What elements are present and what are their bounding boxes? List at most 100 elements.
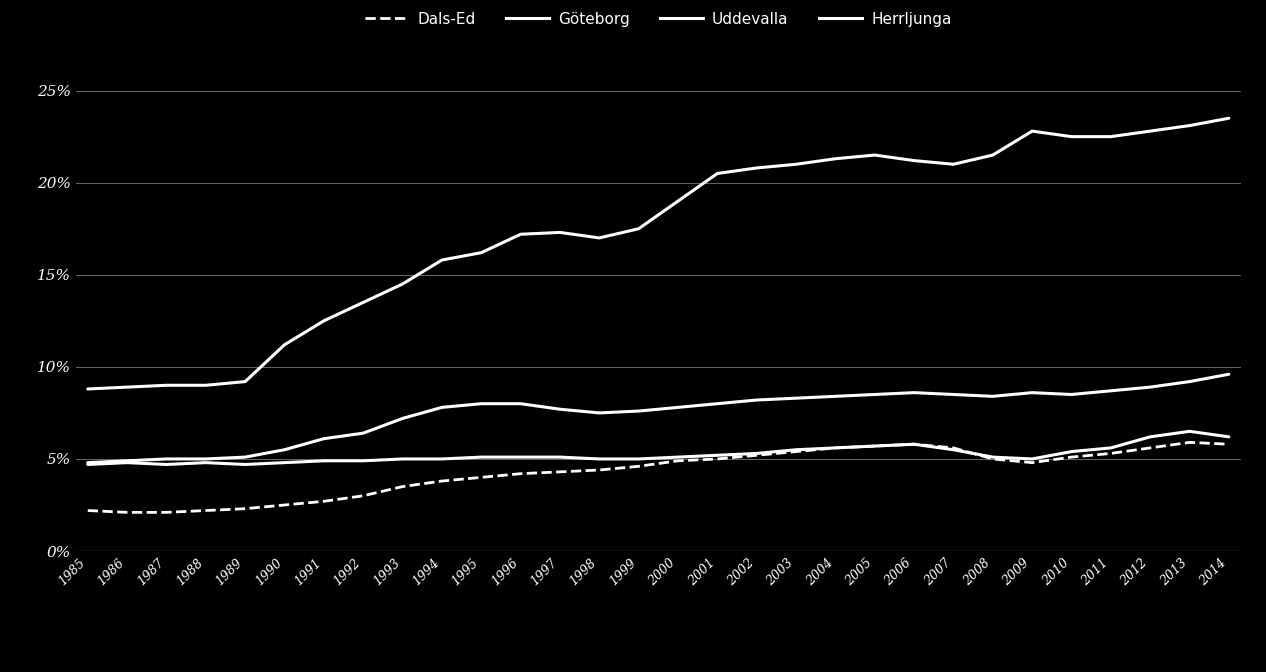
Göteborg	[749, 164, 765, 172]
Dals-Ed	[671, 457, 686, 465]
Herrljunga	[513, 453, 528, 461]
Uddevalla	[749, 396, 765, 404]
Göteborg	[1024, 127, 1039, 135]
Uddevalla	[119, 457, 134, 465]
Uddevalla	[946, 390, 961, 398]
Göteborg	[552, 228, 567, 237]
Dals-Ed	[434, 477, 449, 485]
Dals-Ed	[1024, 458, 1039, 466]
Dals-Ed	[473, 473, 489, 481]
Dals-Ed	[119, 508, 134, 516]
Uddevalla	[1143, 383, 1158, 391]
Göteborg	[316, 317, 332, 325]
Uddevalla	[1222, 370, 1237, 378]
Göteborg	[1222, 114, 1237, 122]
Herrljunga	[199, 458, 214, 466]
Uddevalla	[1182, 378, 1198, 386]
Herrljunga	[1182, 427, 1198, 435]
Uddevalla	[395, 415, 410, 423]
Dals-Ed	[277, 501, 292, 509]
Herrljunga	[710, 451, 725, 459]
Herrljunga	[630, 455, 646, 463]
Uddevalla	[867, 390, 882, 398]
Herrljunga	[395, 455, 410, 463]
Herrljunga	[473, 453, 489, 461]
Dals-Ed	[828, 444, 843, 452]
Göteborg	[906, 157, 922, 165]
Göteborg	[630, 224, 646, 233]
Dals-Ed	[1063, 453, 1079, 461]
Uddevalla	[158, 455, 173, 463]
Dals-Ed	[316, 497, 332, 505]
Herrljunga	[277, 458, 292, 466]
Herrljunga	[552, 453, 567, 461]
Herrljunga	[906, 440, 922, 448]
Uddevalla	[316, 435, 332, 443]
Herrljunga	[985, 453, 1000, 461]
Herrljunga	[828, 444, 843, 452]
Dals-Ed	[158, 508, 173, 516]
Herrljunga	[749, 450, 765, 458]
Dals-Ed	[906, 440, 922, 448]
Dals-Ed	[356, 492, 371, 500]
Dals-Ed	[80, 507, 95, 515]
Herrljunga	[238, 460, 253, 468]
Line: Dals-Ed: Dals-Ed	[87, 442, 1229, 512]
Uddevalla	[671, 403, 686, 411]
Herrljunga	[80, 460, 95, 468]
Uddevalla	[985, 392, 1000, 401]
Göteborg	[828, 155, 843, 163]
Dals-Ed	[630, 462, 646, 470]
Göteborg	[473, 249, 489, 257]
Göteborg	[671, 197, 686, 205]
Göteborg	[434, 256, 449, 264]
Herrljunga	[1024, 455, 1039, 463]
Uddevalla	[1103, 387, 1118, 395]
Herrljunga	[867, 442, 882, 450]
Herrljunga	[1103, 444, 1118, 452]
Uddevalla	[789, 394, 804, 403]
Uddevalla	[513, 400, 528, 408]
Göteborg	[158, 381, 173, 389]
Dals-Ed	[199, 507, 214, 515]
Dals-Ed	[513, 470, 528, 478]
Dals-Ed	[238, 505, 253, 513]
Uddevalla	[434, 403, 449, 411]
Dals-Ed	[1143, 444, 1158, 452]
Göteborg	[199, 381, 214, 389]
Göteborg	[395, 280, 410, 288]
Herrljunga	[946, 446, 961, 454]
Göteborg	[1063, 132, 1079, 140]
Dals-Ed	[552, 468, 567, 476]
Göteborg	[1103, 132, 1118, 140]
Uddevalla	[356, 429, 371, 437]
Göteborg	[710, 169, 725, 177]
Uddevalla	[80, 458, 95, 466]
Dals-Ed	[591, 466, 606, 474]
Herrljunga	[356, 457, 371, 465]
Göteborg	[277, 341, 292, 349]
Herrljunga	[1222, 433, 1237, 441]
Uddevalla	[710, 400, 725, 408]
Herrljunga	[1143, 433, 1158, 441]
Dals-Ed	[710, 455, 725, 463]
Herrljunga	[158, 460, 173, 468]
Göteborg	[591, 234, 606, 242]
Dals-Ed	[985, 455, 1000, 463]
Dals-Ed	[1182, 438, 1198, 446]
Dals-Ed	[395, 482, 410, 491]
Göteborg	[1143, 127, 1158, 135]
Herrljunga	[789, 446, 804, 454]
Uddevalla	[828, 392, 843, 401]
Uddevalla	[238, 453, 253, 461]
Herrljunga	[671, 453, 686, 461]
Göteborg	[238, 378, 253, 386]
Uddevalla	[1024, 388, 1039, 396]
Uddevalla	[906, 388, 922, 396]
Herrljunga	[119, 458, 134, 466]
Line: Göteborg: Göteborg	[87, 118, 1229, 389]
Göteborg	[867, 151, 882, 159]
Dals-Ed	[946, 444, 961, 452]
Uddevalla	[199, 455, 214, 463]
Herrljunga	[1063, 448, 1079, 456]
